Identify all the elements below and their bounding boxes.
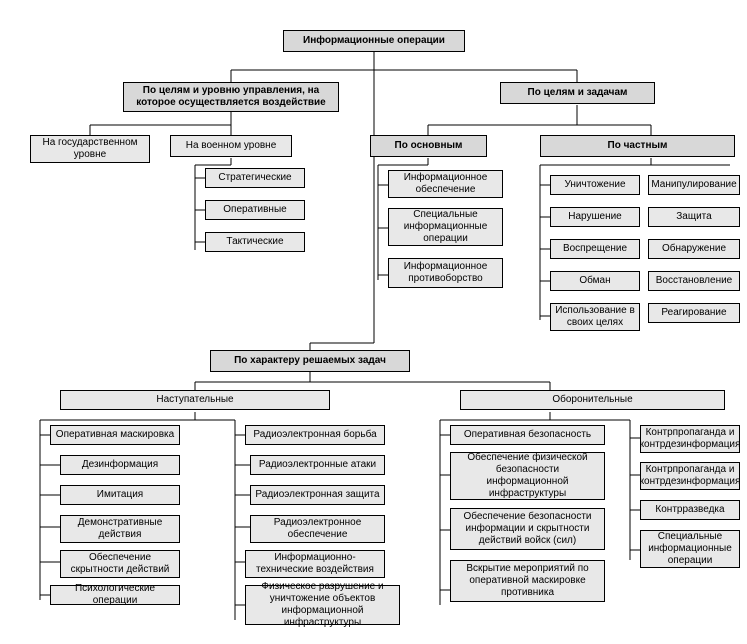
off1-3: Демонстративные действия bbox=[60, 515, 180, 543]
node-private-tasks: По частным bbox=[540, 135, 735, 157]
off1-4: Обеспечение скрытности действий bbox=[60, 550, 180, 578]
off2-3: Радиоэлектронное обеспечение bbox=[250, 515, 385, 543]
off1-2: Имитация bbox=[60, 485, 180, 505]
node-priv-r-4: Реагирование bbox=[648, 303, 740, 323]
off2-0: Радиоэлектронная борьба bbox=[245, 425, 385, 445]
node-priv-l-0: Уничтожение bbox=[550, 175, 640, 195]
def1-1: Обеспечение физической безопасности инфо… bbox=[450, 452, 605, 500]
node-priv-l-3: Обман bbox=[550, 271, 640, 291]
node-offensive: Наступательные bbox=[60, 390, 330, 410]
off2-1: Радиоэлектронные атаки bbox=[250, 455, 385, 475]
node-main-0: Информационное обеспечение bbox=[388, 170, 503, 198]
off2-2: Радиоэлектронная защита bbox=[250, 485, 385, 505]
def2-3: Специальные информационные операции bbox=[640, 530, 740, 568]
node-priv-r-3: Восстановление bbox=[648, 271, 740, 291]
def1-2: Обеспечение безопасности информации и ск… bbox=[450, 508, 605, 550]
node-main-1: Специальные информационные операции bbox=[388, 208, 503, 246]
node-operative: Оперативные bbox=[205, 200, 305, 220]
off1-5: Психологические операции bbox=[50, 585, 180, 605]
node-main-tasks: По основным bbox=[370, 135, 487, 157]
def2-1: Контрпропаганда и контрдезинформация bbox=[640, 462, 740, 490]
node-goals-tasks: По целям и задачам bbox=[500, 82, 655, 104]
off1-0: Оперативная маскировка bbox=[50, 425, 180, 445]
def1-0: Оперативная безопасность bbox=[450, 425, 605, 445]
def1-3: Вскрытие мероприятий по оперативной маск… bbox=[450, 560, 605, 602]
node-defensive: Оборонительные bbox=[460, 390, 725, 410]
node-priv-l-4: Использование в своих целях bbox=[550, 303, 640, 331]
def2-0: Контрпропаганда и контрдезинформация bbox=[640, 425, 740, 453]
node-priv-r-2: Обнаружение bbox=[648, 239, 740, 259]
node-goals-mgmt: По целям и уровню управления, на которое… bbox=[123, 82, 339, 112]
node-priv-l-1: Нарушение bbox=[550, 207, 640, 227]
node-priv-r-1: Защита bbox=[648, 207, 740, 227]
off1-1: Дезинформация bbox=[60, 455, 180, 475]
off2-5: Физическое разрушение и уничтожение объе… bbox=[245, 585, 400, 625]
root-node: Информационные операции bbox=[283, 30, 465, 52]
node-strategic: Стратегические bbox=[205, 168, 305, 188]
def2-2: Контрразведка bbox=[640, 500, 740, 520]
node-priv-r-0: Манипулирование bbox=[648, 175, 740, 195]
node-state-level: На государственном уровне bbox=[30, 135, 150, 163]
node-nature: По характеру решаемых задач bbox=[210, 350, 410, 372]
off2-4: Информационно-технические воздействия bbox=[245, 550, 385, 578]
node-tactical: Тактические bbox=[205, 232, 305, 252]
node-main-2: Информационное противоборство bbox=[388, 258, 503, 288]
node-military-level: На военном уровне bbox=[170, 135, 292, 157]
node-priv-l-2: Воспрещение bbox=[550, 239, 640, 259]
